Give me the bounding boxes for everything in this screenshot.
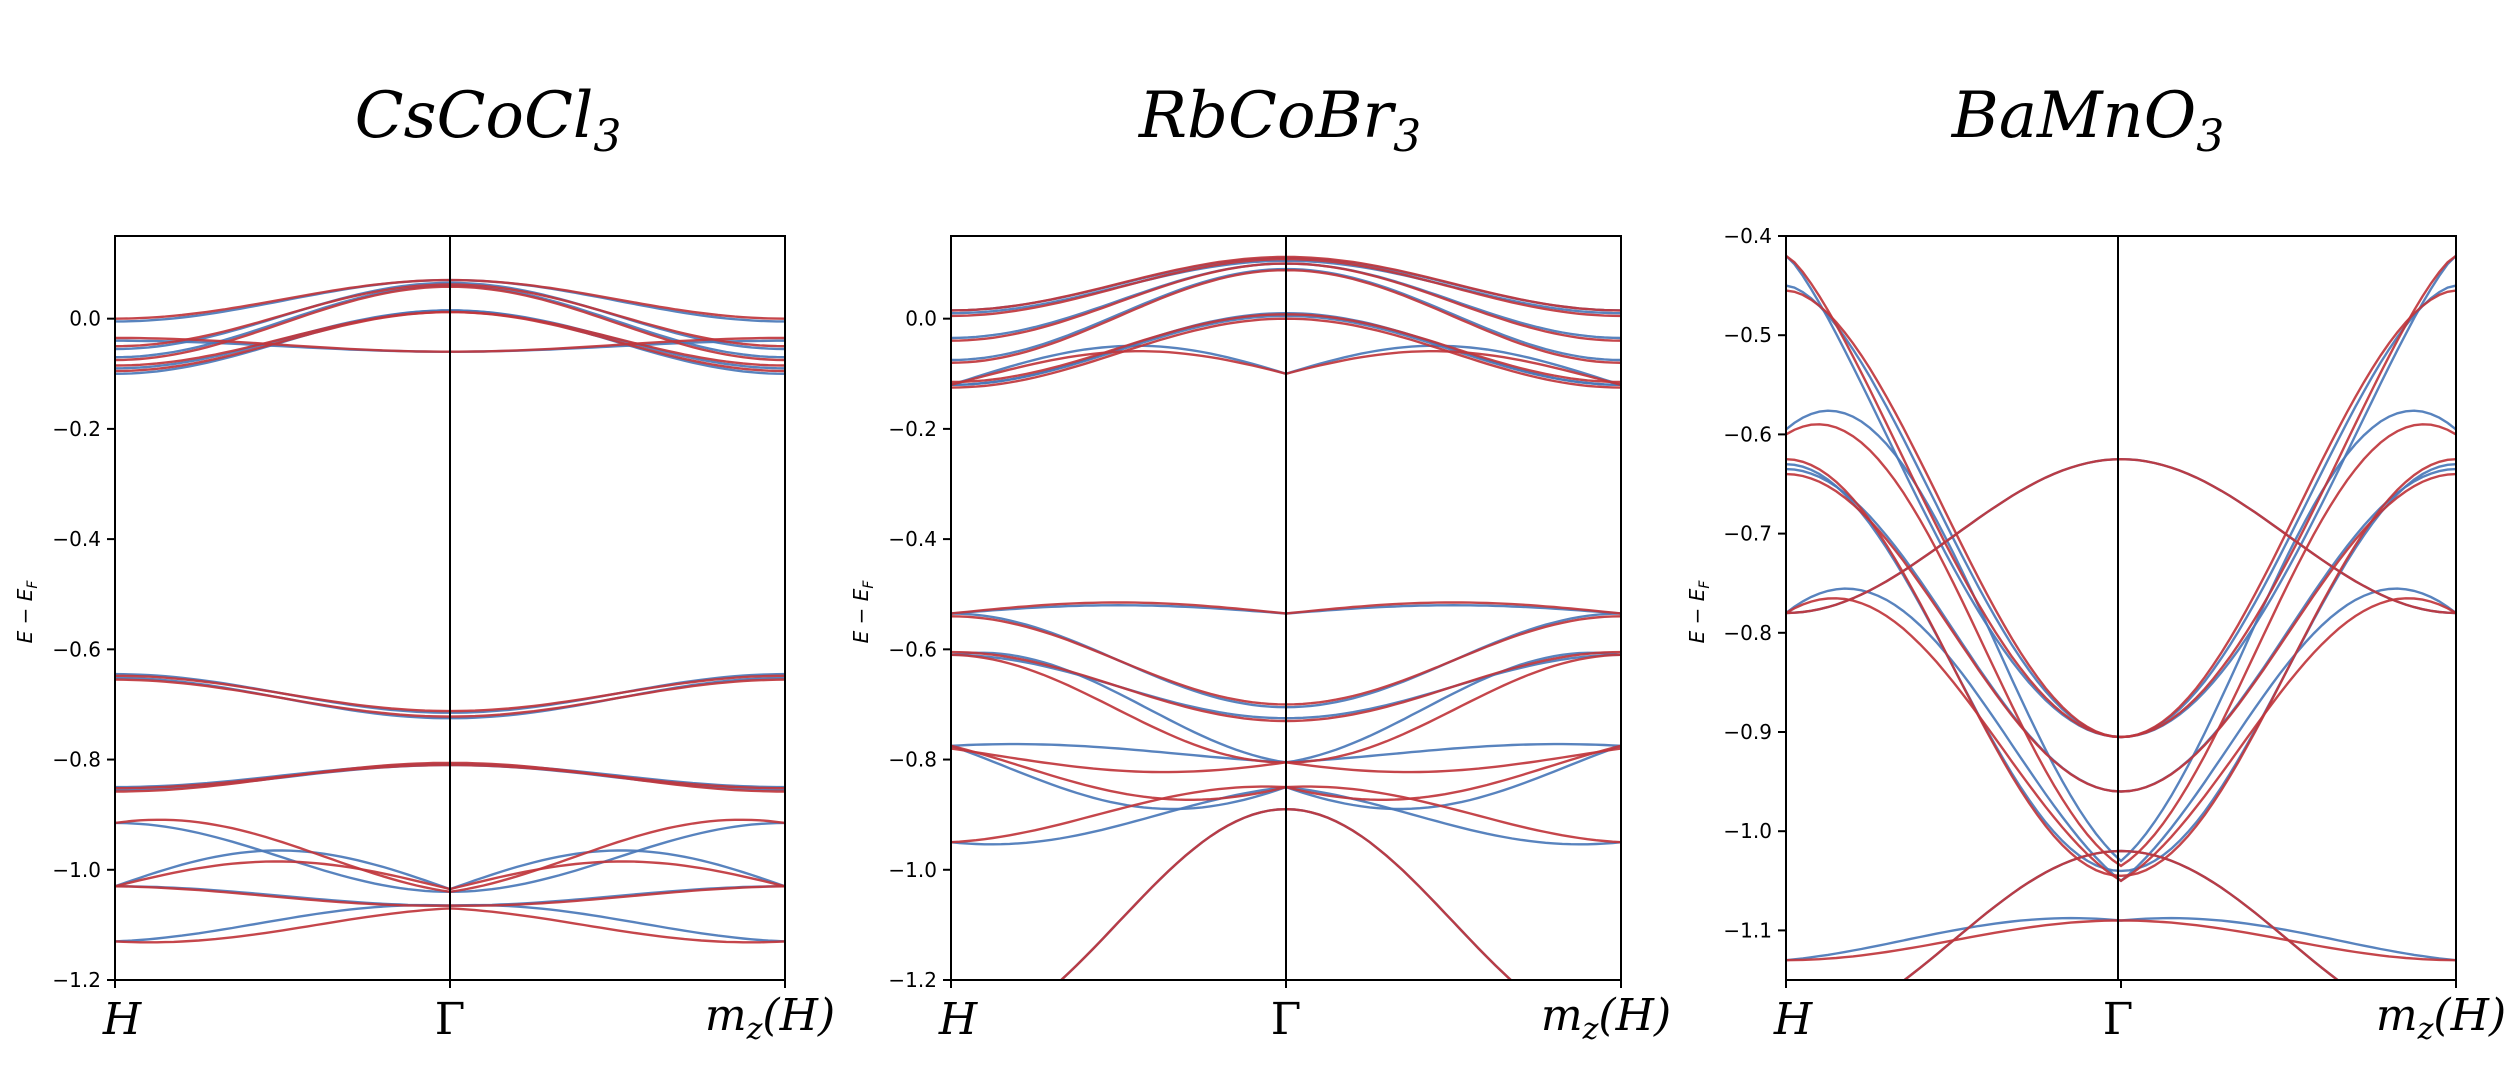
y-tick-label: −0.7 bbox=[1723, 522, 1772, 546]
red-band-line bbox=[1786, 458, 2456, 878]
kpoint-gamma-label: Γ bbox=[2103, 994, 2134, 1045]
y-tick-label: −0.6 bbox=[888, 637, 937, 661]
y-tick-label: −0.8 bbox=[52, 748, 101, 772]
red-band-line bbox=[1786, 423, 2456, 868]
kpoint-gamma-label: Γ bbox=[435, 994, 466, 1045]
kpoint-h-label: H bbox=[938, 994, 979, 1045]
blue-band-line bbox=[1786, 254, 2456, 739]
y-tick-label: −1.2 bbox=[52, 968, 101, 992]
red-band-line bbox=[1786, 254, 2456, 739]
y-tick-label: −0.8 bbox=[1723, 621, 1772, 645]
panel-rbcobr3: RbCoBr3 0.0 −0.2 −0.4 −0.6 −0.8 −1.0 −1.2 E − … bbox=[849, 79, 1671, 1047]
red-band-line bbox=[1786, 457, 2456, 615]
y-tick-label: 0.0 bbox=[905, 307, 937, 331]
panel-bamno3: BaMnO3 −0.4−0.5−0.6−0.7−0.8−0.9−1.0−1.1 … bbox=[1685, 79, 2506, 1047]
panel-cscocl3: CsCoCl3 0.0 −0.2 −0.4 −0.6 −0.8 −1.0 −1.2 E − … bbox=[13, 79, 835, 1047]
y-axis-label: E − EF bbox=[849, 580, 877, 644]
panel-title: CsCoCl3 bbox=[355, 79, 622, 162]
y-tick-label: −1.0 bbox=[888, 858, 937, 882]
panel-title: RbCoBr3 bbox=[1138, 79, 1421, 162]
plot-frame bbox=[1785, 235, 2457, 981]
blue-band-line bbox=[1786, 587, 2456, 883]
y-tick-label: 0.0 bbox=[69, 307, 101, 331]
y-ticks: 0.0 −0.2 −0.4 −0.6 −0.8 −1.0 −1.2 bbox=[52, 307, 786, 992]
y-tick-label: −1.0 bbox=[52, 858, 101, 882]
red-band-line bbox=[1786, 597, 2456, 883]
y-tick-label: −0.4 bbox=[888, 527, 937, 551]
y-tick-label: −0.4 bbox=[1723, 224, 1772, 248]
band-lines bbox=[1786, 254, 2456, 980]
y-tick-label: −0.9 bbox=[1723, 720, 1772, 744]
kpoint-gamma-label: Γ bbox=[1271, 994, 1302, 1045]
y-tick-label: −0.6 bbox=[1723, 422, 1772, 446]
y-tick-label: −0.8 bbox=[888, 748, 937, 772]
y-tick-label: −1.1 bbox=[1723, 918, 1772, 942]
y-tick-label: −0.4 bbox=[52, 527, 101, 551]
y-axis-label: E − EF bbox=[13, 580, 41, 644]
y-tick-label: −1.0 bbox=[1723, 819, 1772, 843]
kpoint-mz-label: mz(H) bbox=[2376, 990, 2506, 1047]
y-tick-label: −0.2 bbox=[52, 417, 101, 441]
panel-title: BaMnO3 bbox=[1951, 79, 2224, 162]
red-band-line bbox=[1786, 919, 2456, 962]
red-band-line bbox=[1902, 849, 2340, 980]
kpoint-mz-label: mz(H) bbox=[1541, 990, 1671, 1047]
red-band-line bbox=[1786, 472, 2456, 793]
y-ticks: −0.4 −0.5 −0.6 −0.7 −0.8 −0.9 −1.0 −1.1 bbox=[1723, 224, 2457, 988]
kpoint-mz-label: mz(H) bbox=[705, 990, 835, 1047]
y-tick-label: −0.6 bbox=[52, 637, 101, 661]
kpoint-h-label: H bbox=[1773, 994, 1814, 1045]
blue-band-line bbox=[1786, 916, 2456, 962]
y-tick-label: −0.2 bbox=[888, 417, 937, 441]
plot-frame bbox=[950, 235, 1622, 981]
y-tick-label: −0.5 bbox=[1723, 323, 1772, 347]
blue-band-line bbox=[1786, 467, 2456, 793]
plot-frame bbox=[114, 235, 786, 981]
blue-band-line bbox=[1786, 409, 2456, 863]
y-tick-label: −1.2 bbox=[888, 968, 937, 992]
red-band-line bbox=[1786, 289, 2456, 739]
kpoint-h-label: H bbox=[102, 994, 143, 1045]
y-axis-label: E − EF bbox=[1685, 580, 1713, 644]
blue-band-line bbox=[1786, 284, 2456, 739]
blue-band-line bbox=[1786, 463, 2456, 873]
y-ticks: 0.0 −0.2 −0.4 −0.6 −0.8 −1.0 −1.2 bbox=[888, 307, 1622, 992]
